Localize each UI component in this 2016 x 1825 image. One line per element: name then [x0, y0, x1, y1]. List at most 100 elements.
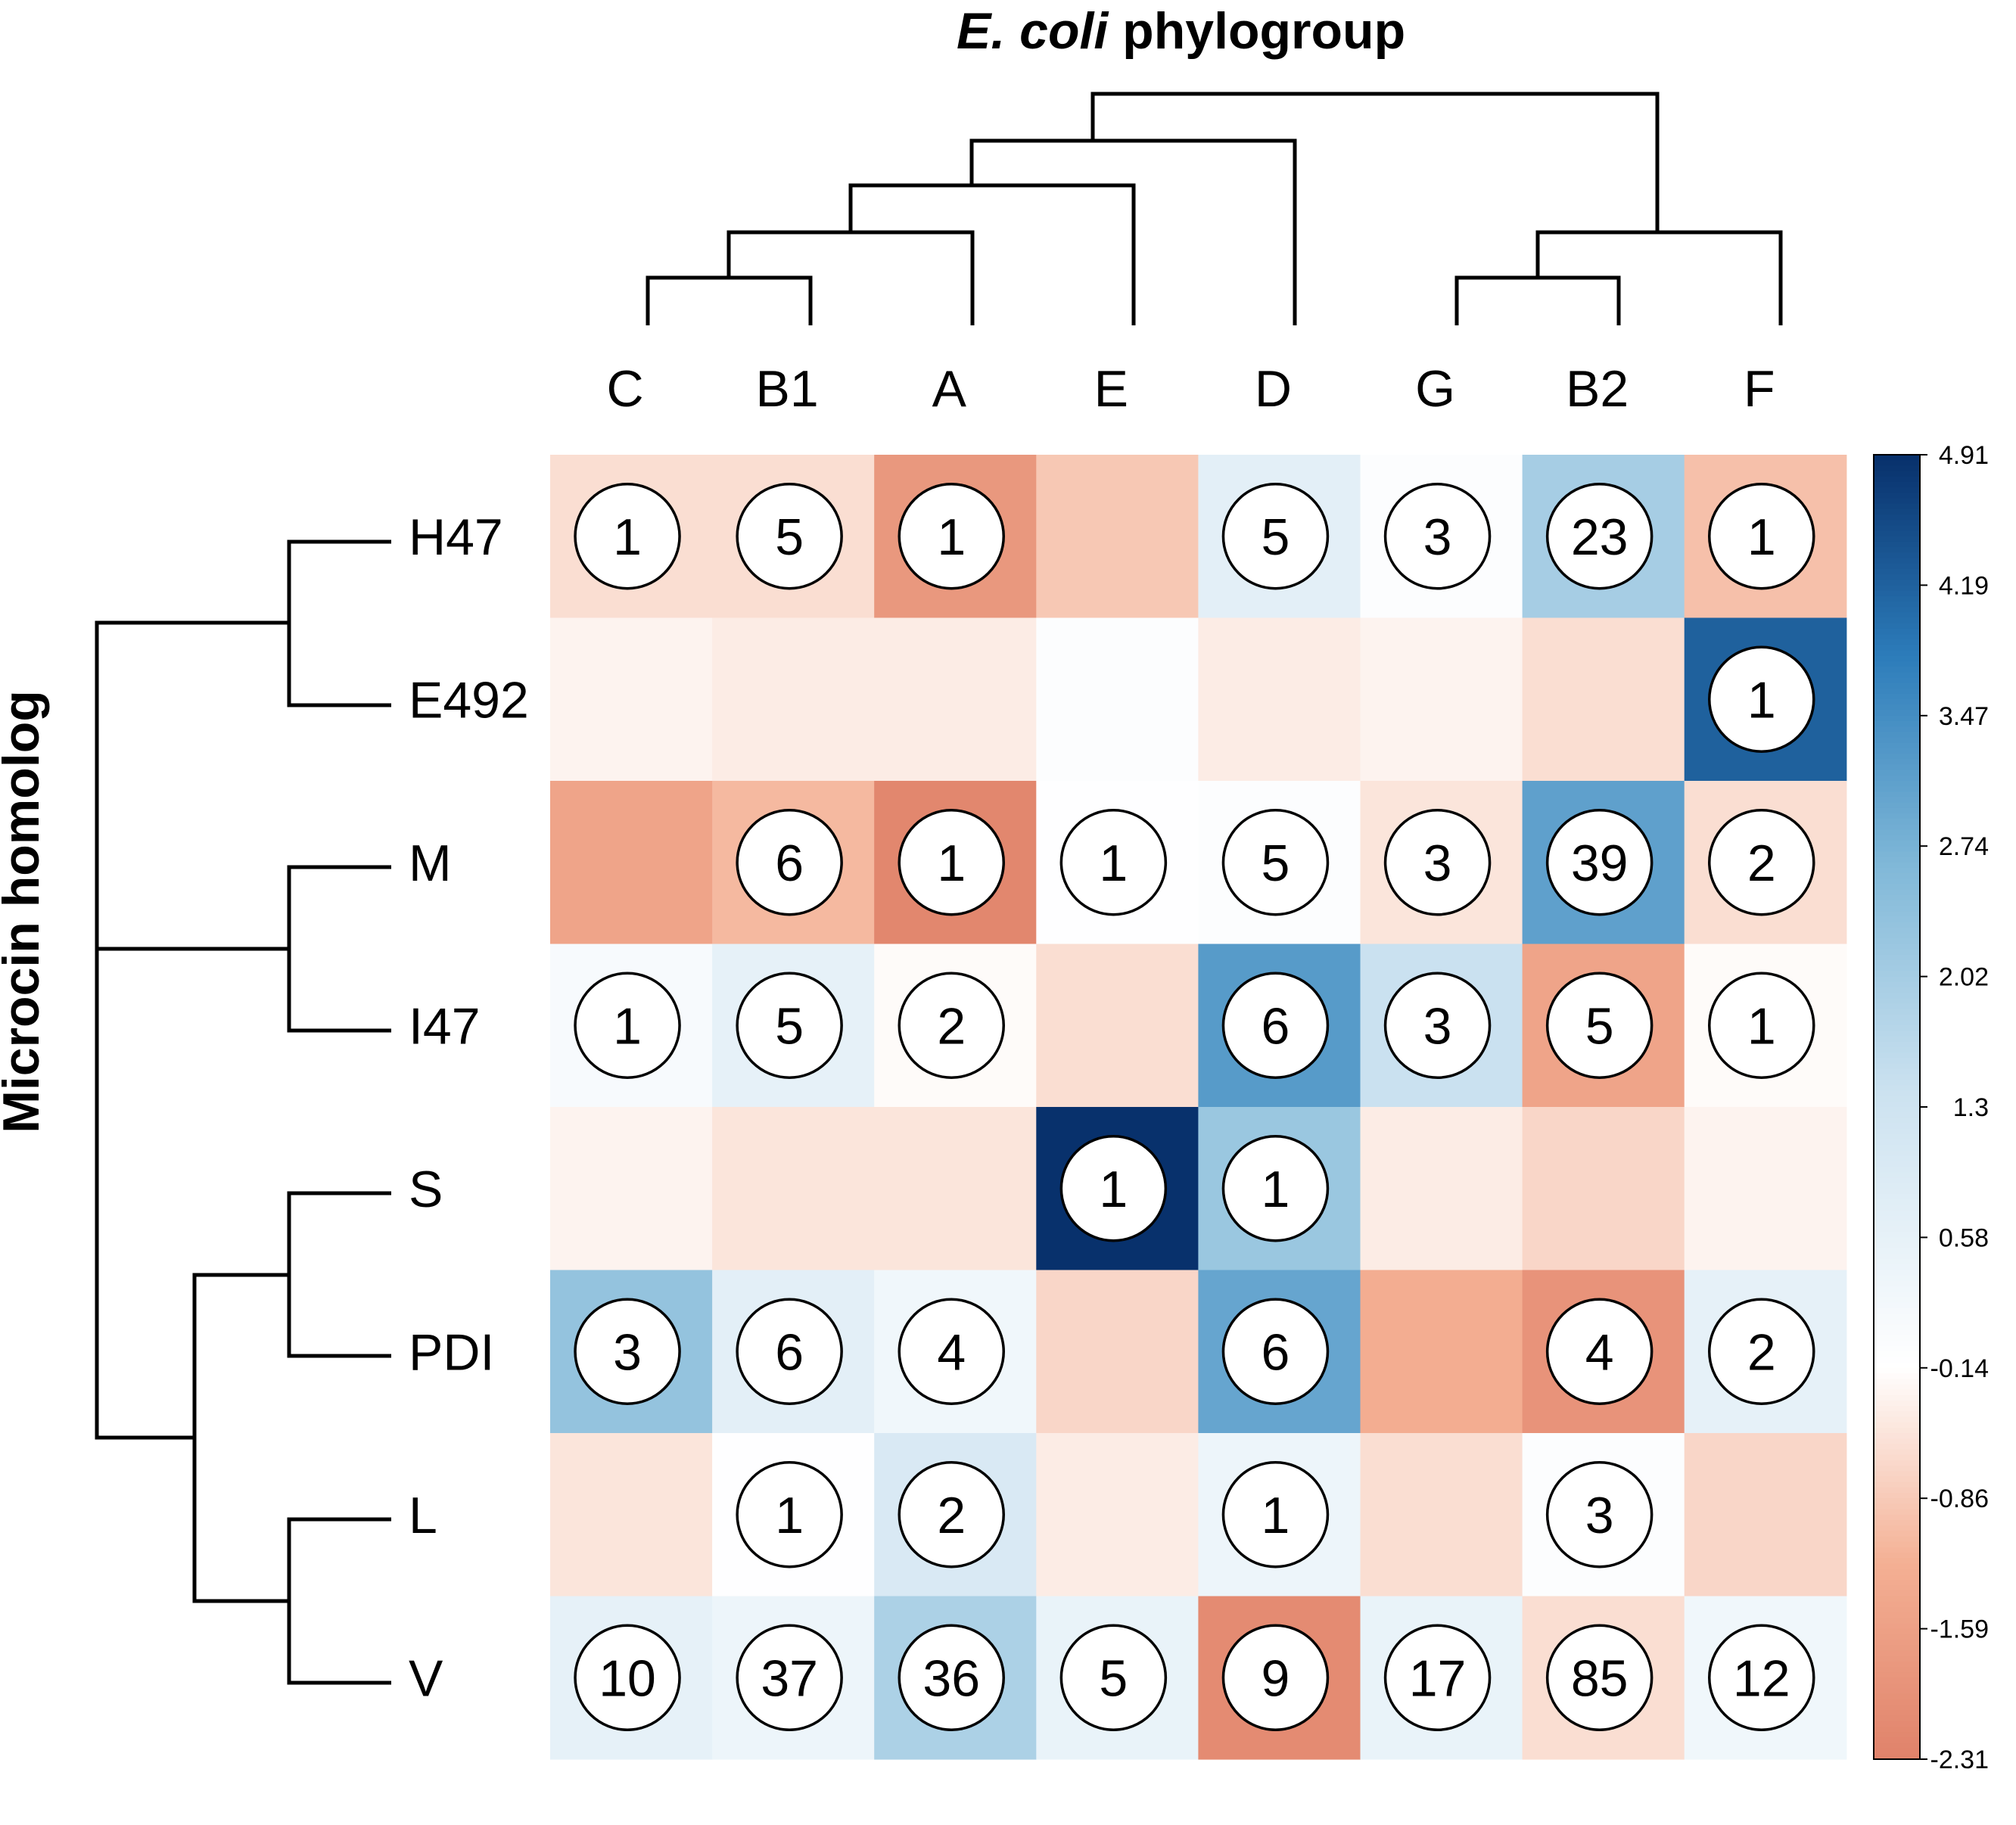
colorbar-band	[1874, 1579, 1920, 1586]
colorbar-band	[1874, 1400, 1920, 1407]
colorbar-band	[1874, 781, 1920, 787]
colorbar-band	[1874, 1025, 1920, 1032]
count-circle-pdi-f	[1708, 1298, 1815, 1405]
colorbar-band	[1874, 1710, 1920, 1717]
colorbar-band	[1874, 1466, 1920, 1472]
row-dendro-s-pdi	[287, 1191, 391, 1358]
count-circle-l-b2	[1545, 1461, 1654, 1569]
colorbar-band	[1874, 1357, 1920, 1363]
colorbar-band	[1874, 1394, 1920, 1401]
colorbar-tick-label: 3.47	[1939, 702, 1989, 731]
colorbar-band	[1874, 1275, 1920, 1282]
count-label-pdi-a: 4	[937, 1323, 966, 1381]
colorbar-band	[1874, 938, 1920, 945]
colorbar-band	[1874, 552, 1920, 559]
count-circle-v-b1	[736, 1624, 843, 1731]
colorbar-band	[1874, 1155, 1920, 1162]
colorbar-band	[1874, 1014, 1920, 1021]
colorbar-band	[1874, 960, 1920, 967]
colorbar-band	[1874, 1623, 1920, 1630]
colorbar-tick-label: -0.86	[1930, 1485, 1990, 1513]
column-label-b1: B1	[756, 360, 819, 418]
colorbar-band	[1874, 645, 1920, 651]
colorbar-band	[1874, 1596, 1920, 1603]
colorbar-band	[1874, 547, 1920, 554]
colorbar-band	[1874, 704, 1920, 711]
colorbar-band	[1874, 1514, 1920, 1521]
count-label-m-b1: 6	[775, 835, 804, 892]
colorbar-band	[1874, 981, 1920, 988]
colorbar-band	[1874, 1270, 1920, 1276]
colorbar-band	[1874, 764, 1920, 771]
colorbar-tick-label: 1.3	[1953, 1093, 1989, 1122]
colorbar-band	[1874, 1444, 1920, 1450]
colorbar-band	[1874, 1493, 1920, 1499]
count-label-pdi-b1: 6	[775, 1323, 804, 1381]
colorbar-band	[1874, 1498, 1920, 1505]
colorbar-band	[1874, 1726, 1920, 1733]
cell-s-g	[1360, 1107, 1523, 1271]
count-label-h47-b1: 5	[775, 508, 804, 566]
cell-s-b1	[712, 1107, 875, 1271]
count-circle-l-a	[898, 1461, 1005, 1569]
colorbar-band	[1874, 1351, 1920, 1358]
colorbar-band	[1874, 1205, 1920, 1211]
colorbar-band	[1874, 841, 1920, 847]
colorbar-band	[1874, 1096, 1920, 1102]
colorbar-band	[1874, 1748, 1920, 1755]
col-dendro-c-b1	[646, 275, 813, 325]
count-label-s-e: 1	[1099, 1161, 1128, 1218]
count-circle-s-e	[1059, 1135, 1168, 1242]
colorbar-band	[1874, 1569, 1920, 1575]
col-dendro-root	[1090, 92, 1660, 232]
count-circle-h47-a	[898, 483, 1005, 590]
colorbar-band	[1874, 998, 1920, 1005]
colorbar-band	[1874, 1384, 1920, 1391]
colorbar-band	[1874, 1302, 1920, 1309]
colorbar-band	[1874, 949, 1920, 956]
colorbar-band	[1874, 786, 1920, 793]
row-dendro-h47-e492	[287, 539, 391, 707]
count-label-v-b2: 85	[1571, 1649, 1629, 1707]
colorbar-tick-label: 2.02	[1939, 963, 1989, 992]
colorbar-band	[1874, 1242, 1920, 1249]
row-label-i47: I47	[409, 997, 481, 1055]
count-circle-v-b2	[1545, 1624, 1654, 1731]
cell-pdi-e	[1036, 1270, 1199, 1434]
colorbar-band	[1874, 1531, 1920, 1537]
colorbar-band	[1874, 525, 1920, 532]
row-labels: H47 E492 M I47 S PDI L V	[409, 508, 529, 1708]
count-label-v-a: 36	[922, 1649, 980, 1707]
count-label-h47-b2: 23	[1571, 508, 1629, 566]
colorbar-band	[1874, 1373, 1920, 1379]
colorbar-band	[1874, 585, 1920, 592]
row-dendro-root	[95, 785, 194, 1440]
colorbar-band	[1874, 1052, 1920, 1059]
colorbar-band	[1874, 1715, 1920, 1722]
count-circle-h47-b2	[1545, 483, 1654, 590]
colorbar-band	[1874, 1297, 1920, 1304]
count-circle-pdi-a	[898, 1298, 1005, 1405]
colorbar-band	[1874, 1427, 1920, 1434]
count-circle-v-d	[1221, 1624, 1330, 1731]
count-circle-pdi-b2	[1545, 1298, 1654, 1405]
count-label-h47-a: 1	[937, 508, 966, 566]
count-label-v-d: 9	[1262, 1649, 1290, 1707]
colorbar-band	[1874, 829, 1920, 836]
cell-e492-c	[550, 617, 713, 782]
colorbar-band	[1874, 1541, 1920, 1548]
colorbar-band	[1874, 1422, 1920, 1429]
colorbar-band	[1874, 558, 1920, 564]
count-label-i47-d: 6	[1262, 997, 1290, 1055]
colorbar-band	[1874, 1737, 1920, 1744]
column-label-e: E	[1094, 360, 1128, 418]
count-circle-m-g	[1383, 809, 1492, 916]
colorbar-band	[1874, 878, 1920, 885]
colorbar-band	[1874, 465, 1920, 472]
colorbar-band	[1874, 1167, 1920, 1173]
count-label-v-b1: 37	[761, 1649, 818, 1707]
cell-i47-e	[1036, 944, 1199, 1108]
count-circle-m-b1	[736, 809, 843, 916]
colorbar: 4.91 4.19 3.47 2.74 2.02 1.3 0.58 -0.14 -0.86 -1.…	[1873, 441, 1990, 1774]
count-circle-h47-f	[1708, 483, 1815, 590]
